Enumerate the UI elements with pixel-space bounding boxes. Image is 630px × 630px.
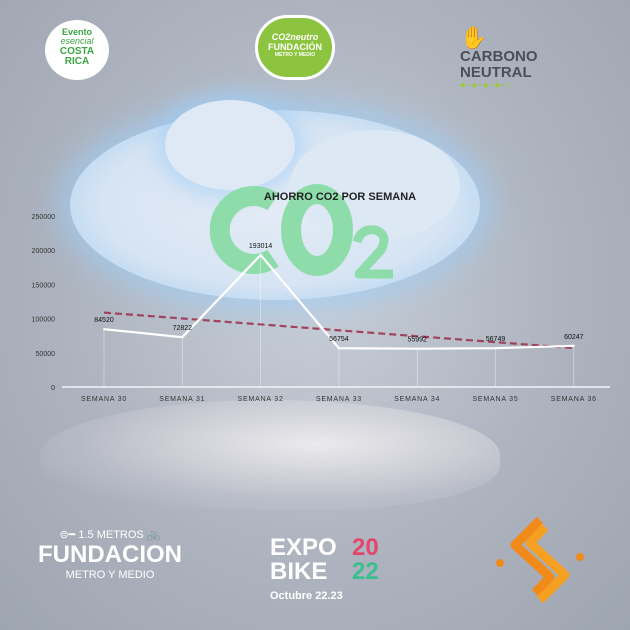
cyclist-icon: 🚲 xyxy=(146,529,161,541)
cloud-illustration xyxy=(165,100,295,190)
y-tick-label: 50000 xyxy=(36,351,56,358)
data-label: 55992 xyxy=(407,337,427,344)
x-tick-label: SEMANA 34 xyxy=(394,396,440,403)
costa-rica-logo: Evento esencial COSTA RICA xyxy=(45,20,109,80)
chart-title: AHORRO CO2 POR SEMANA xyxy=(264,191,416,203)
data-point xyxy=(103,328,105,331)
x-tick-label: SEMANA 35 xyxy=(472,396,518,403)
dots-decoration: ●-●-●-●-○ xyxy=(460,79,513,91)
data-point xyxy=(337,347,340,350)
data-label: 56749 xyxy=(486,336,506,343)
expobike-year: 20 22 xyxy=(352,534,379,585)
data-label: 72822 xyxy=(173,325,193,332)
y-tick-label: 100000 xyxy=(32,317,55,324)
x-tick-label: SEMANA 31 xyxy=(159,396,205,403)
x-tick-label: SEMANA 33 xyxy=(316,396,362,403)
y-tick-label: 0 xyxy=(51,385,55,392)
y-tick-label: 250000 xyxy=(32,214,55,221)
data-label: 60247 xyxy=(564,334,584,341)
data-point xyxy=(416,347,419,350)
trendline xyxy=(103,311,574,350)
hand-illustration xyxy=(40,400,500,510)
carbono-neutral-logo: ✋ CARBONO NEUTRAL ●-●-●-●-○ xyxy=(460,25,538,91)
data-label: 193014 xyxy=(249,243,272,250)
y-tick-label: 200000 xyxy=(32,248,55,255)
orange-s-logo xyxy=(496,516,584,604)
hand-icon: ✋ xyxy=(460,25,488,50)
x-tick-label: SEMANA 32 xyxy=(238,396,284,403)
fundacion-metro-y-medio-logo: ⊜━ 1.5 METROS 🚲 FUNDACION METRO Y MEDIO xyxy=(38,529,182,581)
tape-measure-icon: ⊜━ xyxy=(59,529,79,541)
data-label: 84520 xyxy=(94,317,114,324)
x-tick-label: SEMANA 36 xyxy=(551,396,597,403)
data-point xyxy=(572,344,575,347)
data-label: 56754 xyxy=(329,336,349,343)
data-point xyxy=(494,347,497,350)
data-point xyxy=(259,253,262,256)
y-tick-label: 150000 xyxy=(32,282,55,289)
x-tick-label: SEMANA 30 xyxy=(81,396,127,403)
expobike-logo: EXPO BIKE xyxy=(270,534,337,585)
co2-neutro-logo: CO2neutro FUNDACIÓN METRO Y MEDIO xyxy=(255,15,335,80)
data-point xyxy=(181,336,184,339)
expobike-dates: Octubre 22.23 xyxy=(270,590,343,602)
series-line xyxy=(103,253,574,350)
